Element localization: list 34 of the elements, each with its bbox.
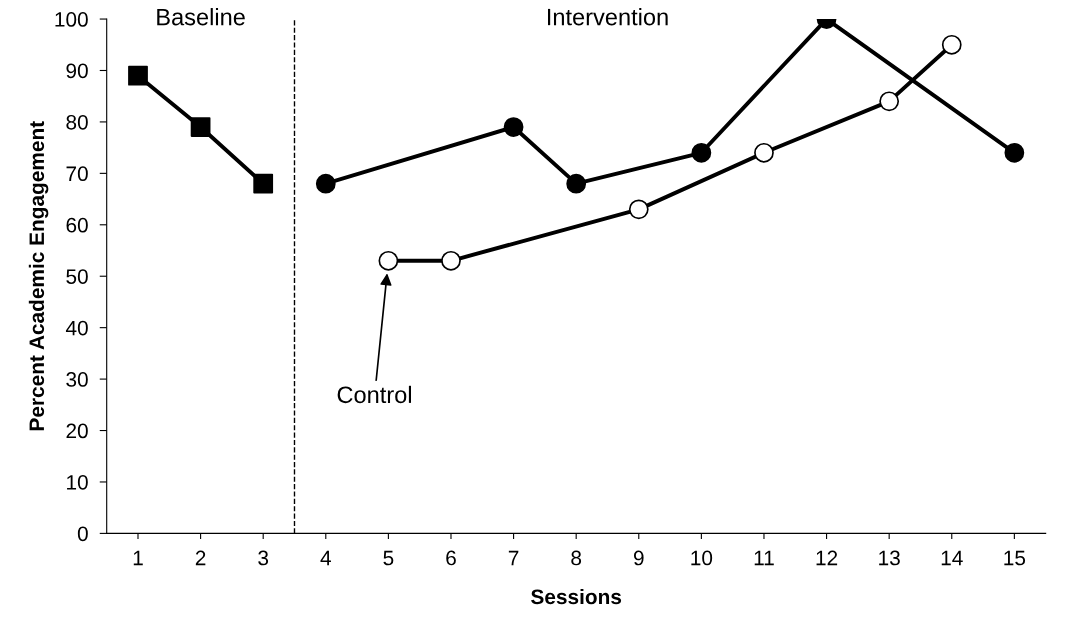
annotation: Baseline bbox=[157, 8, 245, 26]
point bbox=[190, 117, 211, 137]
x-tick-label: 10 bbox=[691, 550, 713, 566]
x-tick-label: 2 bbox=[195, 550, 206, 566]
x-tick-label: 5 bbox=[383, 550, 394, 566]
y-tick-label: 90 bbox=[66, 63, 88, 79]
annotation: Control bbox=[337, 385, 411, 404]
x-tick-label: 9 bbox=[633, 550, 644, 566]
x-tick-label: 4 bbox=[320, 550, 331, 566]
point bbox=[253, 173, 274, 194]
x-tick-label: 12 bbox=[816, 550, 838, 566]
x-tick-label: 11 bbox=[754, 550, 774, 566]
x-tick-label: 13 bbox=[879, 550, 900, 566]
y-tick-label: 70 bbox=[66, 166, 88, 182]
y-tick-label: 10 bbox=[67, 474, 88, 490]
y-tick-label: 40 bbox=[65, 320, 88, 336]
x-tick-label: 15 bbox=[1004, 550, 1026, 566]
y-tick-label: 80 bbox=[66, 114, 88, 130]
y-tick-label: 0 bbox=[77, 526, 88, 542]
y-tick-label: 30 bbox=[66, 372, 88, 387]
y-tick-label: 60 bbox=[66, 217, 88, 233]
x-tick-label: 3 bbox=[258, 550, 269, 566]
x-tick-label: 7 bbox=[508, 550, 519, 566]
y-tick-label: 50 bbox=[66, 269, 88, 284]
x-tick-label: 8 bbox=[571, 550, 582, 566]
y-tick-label: 20 bbox=[66, 423, 88, 439]
y-axis-title: Percent Academic Engagement bbox=[28, 121, 49, 431]
x-axis-title: Sessions bbox=[531, 588, 622, 605]
x-tick-label: 6 bbox=[446, 550, 456, 566]
x-tick-label: 14 bbox=[941, 550, 963, 566]
annotation: Intervention bbox=[547, 8, 668, 26]
y-tick-label: 100 bbox=[55, 12, 88, 27]
x-tick-label: 1 bbox=[133, 550, 143, 566]
point bbox=[128, 65, 148, 86]
